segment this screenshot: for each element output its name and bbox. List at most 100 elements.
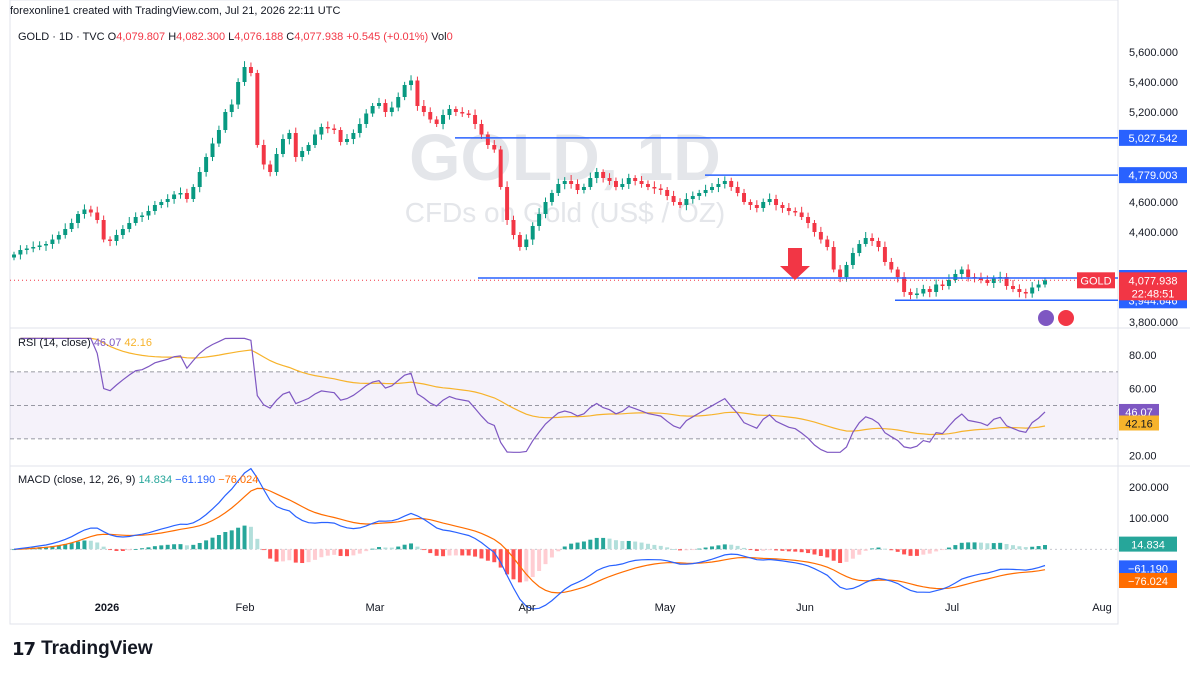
- candle-body: [665, 190, 670, 196]
- candle-body: [191, 187, 196, 199]
- macd-histogram-bar: [594, 537, 599, 550]
- rsi-ma-line: [20, 337, 1046, 436]
- x-axis-label: Jul: [945, 602, 959, 614]
- candle-body: [140, 215, 145, 217]
- candle-body: [780, 205, 785, 208]
- macd-value-tag: [1119, 573, 1177, 589]
- macd-histogram-bar: [806, 549, 811, 554]
- macd-histogram-bar: [524, 549, 529, 582]
- candle-body: [479, 124, 484, 135]
- candle-body: [357, 124, 362, 133]
- macd-histogram-bar: [415, 546, 420, 550]
- candle-body: [242, 67, 247, 82]
- candle-body: [108, 239, 113, 241]
- macd-histogram-bar: [978, 542, 983, 550]
- candle-body: [293, 133, 298, 157]
- candle-body: [460, 112, 465, 114]
- candle-body: [946, 280, 951, 286]
- macd-histogram-bar: [838, 549, 843, 563]
- macd-histogram-bar: [146, 547, 151, 550]
- macd-histogram-bar: [56, 545, 61, 550]
- candle-body: [825, 239, 830, 247]
- candle-body: [120, 229, 125, 235]
- macd-histogram-bar: [665, 547, 670, 550]
- macd-histogram-bar: [921, 549, 926, 555]
- candle-body: [428, 112, 433, 120]
- macd-histogram-bar: [844, 549, 849, 562]
- candle-body: [703, 190, 708, 193]
- candle-body: [754, 205, 759, 208]
- price-tick-label: 4,600.000: [1129, 197, 1178, 209]
- legend-part: GOLD · 1D · TVC: [18, 31, 108, 43]
- rsi-legend: RSI (14, close) 46.07 42.16: [18, 337, 152, 349]
- candle-body: [633, 178, 638, 181]
- candle-body: [82, 209, 87, 214]
- macd-histogram-bar: [678, 549, 682, 551]
- macd-histogram-bar: [178, 544, 183, 550]
- candle-body: [312, 134, 317, 145]
- candle-body: [396, 97, 401, 108]
- candle-body: [319, 127, 324, 135]
- candle-body: [351, 133, 356, 139]
- candle-body: [601, 172, 606, 178]
- macd-histogram-bar: [1017, 546, 1022, 550]
- candle-body: [838, 269, 843, 277]
- tradingview-footer[interactable]: 17 TradingView: [12, 638, 153, 660]
- candle-body: [165, 199, 170, 202]
- x-axis-label: Mar: [366, 602, 385, 614]
- macd-histogram-bar: [287, 549, 292, 561]
- macd-histogram-bar: [466, 549, 471, 556]
- macd-histogram-bar: [774, 549, 779, 551]
- candle-body: [152, 205, 157, 211]
- bar-countdown-label: 22:48:51: [1132, 288, 1175, 300]
- macd-histogram-bar: [633, 541, 638, 550]
- tradingview-brand: TradingView: [41, 638, 153, 659]
- legend-part: O: [108, 31, 117, 43]
- candle-body: [76, 214, 81, 223]
- macd-histogram-bar: [133, 549, 138, 550]
- watermark-subtitle: CFDs on Gold (US$ / OZ): [405, 197, 726, 228]
- candle-body: [863, 238, 868, 244]
- macd-histogram-bar: [729, 544, 734, 550]
- macd-histogram-bar: [191, 544, 196, 550]
- macd-histogram-bar: [12, 549, 16, 551]
- macd-histogram-bar: [95, 542, 100, 550]
- candle-body: [261, 145, 266, 165]
- price-tick-label: 5,200.000: [1129, 107, 1178, 119]
- macd-histogram-bar: [63, 544, 68, 550]
- candle-body: [774, 199, 779, 205]
- candle-body: [524, 239, 529, 247]
- macd-histogram-bar: [197, 542, 202, 550]
- symbol-tag: [1077, 272, 1115, 289]
- macd-histogram-bar: [421, 549, 426, 551]
- candle-body: [345, 139, 349, 142]
- macd-histogram-bar: [569, 543, 574, 550]
- macd-histogram-bar: [319, 549, 324, 558]
- candle-body: [607, 178, 612, 181]
- macd-histogram-bar: [991, 543, 996, 550]
- price-tick-label: 4,400.000: [1129, 227, 1178, 239]
- macd-histogram-bar: [261, 549, 266, 551]
- candle-body: [729, 181, 734, 187]
- candle-body: [172, 194, 177, 199]
- macd-histogram-bar: [210, 537, 215, 550]
- candle-body: [850, 253, 855, 265]
- macd-histogram-bar: [742, 547, 747, 550]
- macd-histogram-bar: [332, 549, 337, 555]
- macd-histogram-bar: [44, 546, 49, 550]
- macd-histogram-bar: [537, 549, 542, 572]
- macd-tick-label: 200.000: [1129, 482, 1169, 494]
- macd-histogram-bar: [1010, 545, 1015, 550]
- macd-histogram-bar: [101, 546, 106, 550]
- candle-body: [18, 250, 23, 255]
- macd-histogram-bar: [697, 548, 702, 550]
- candle-body: [530, 226, 535, 240]
- candle-body: [812, 223, 817, 232]
- candle-body: [216, 130, 221, 144]
- macd-histogram-bar: [940, 549, 945, 551]
- legend-part: H: [168, 31, 176, 43]
- candle-body: [69, 223, 74, 229]
- candle-body: [159, 202, 164, 205]
- candle-body: [889, 262, 894, 270]
